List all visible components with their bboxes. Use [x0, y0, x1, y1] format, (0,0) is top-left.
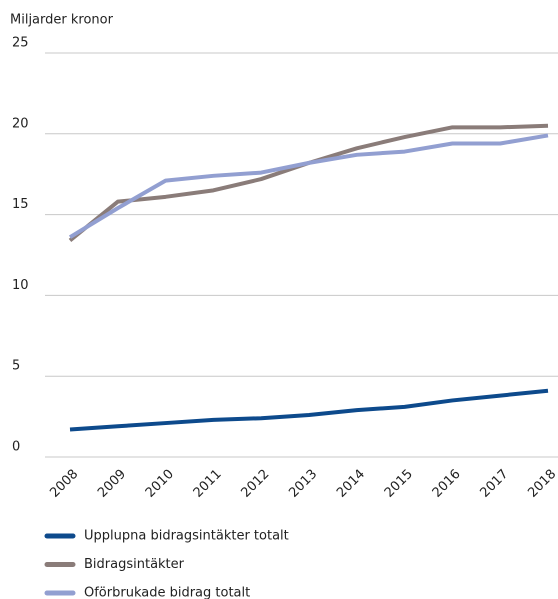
chart: Miljarder kronor 0 5 10 15 20 25 2008 2009 2010 2…: [0, 0, 558, 599]
y-tick-label: 10: [12, 278, 29, 293]
x-tick-label: 2015: [382, 467, 416, 501]
y-axis-title: Miljarder kronor: [10, 13, 114, 28]
x-tick-label: 2014: [334, 467, 368, 501]
x-tick-label: 2012: [238, 467, 272, 501]
legend-label: Upplupna bidragsintäkter totalt: [84, 529, 289, 544]
y-tick-label: 0: [12, 440, 20, 455]
x-tick-label: 2009: [95, 467, 129, 501]
legend-label: Bidragsintäkter: [84, 557, 185, 572]
y-tick-label: 20: [12, 116, 29, 131]
x-tick-label: 2013: [286, 467, 320, 501]
line: [70, 391, 548, 430]
y-tick-label: 25: [12, 36, 29, 51]
x-tick-label: 2010: [143, 467, 177, 501]
x-tick-label: 2008: [47, 467, 81, 501]
x-tick-label: 2011: [191, 467, 225, 501]
x-tick-label: 2017: [477, 467, 511, 501]
legend-label: Oförbrukade bidrag totalt: [84, 586, 250, 599]
line: [70, 135, 548, 237]
y-tick-label: 5: [12, 359, 20, 374]
x-tick-label: 2018: [525, 467, 558, 501]
x-tick-label: 2016: [430, 467, 464, 501]
y-tick-label: 15: [12, 197, 29, 212]
